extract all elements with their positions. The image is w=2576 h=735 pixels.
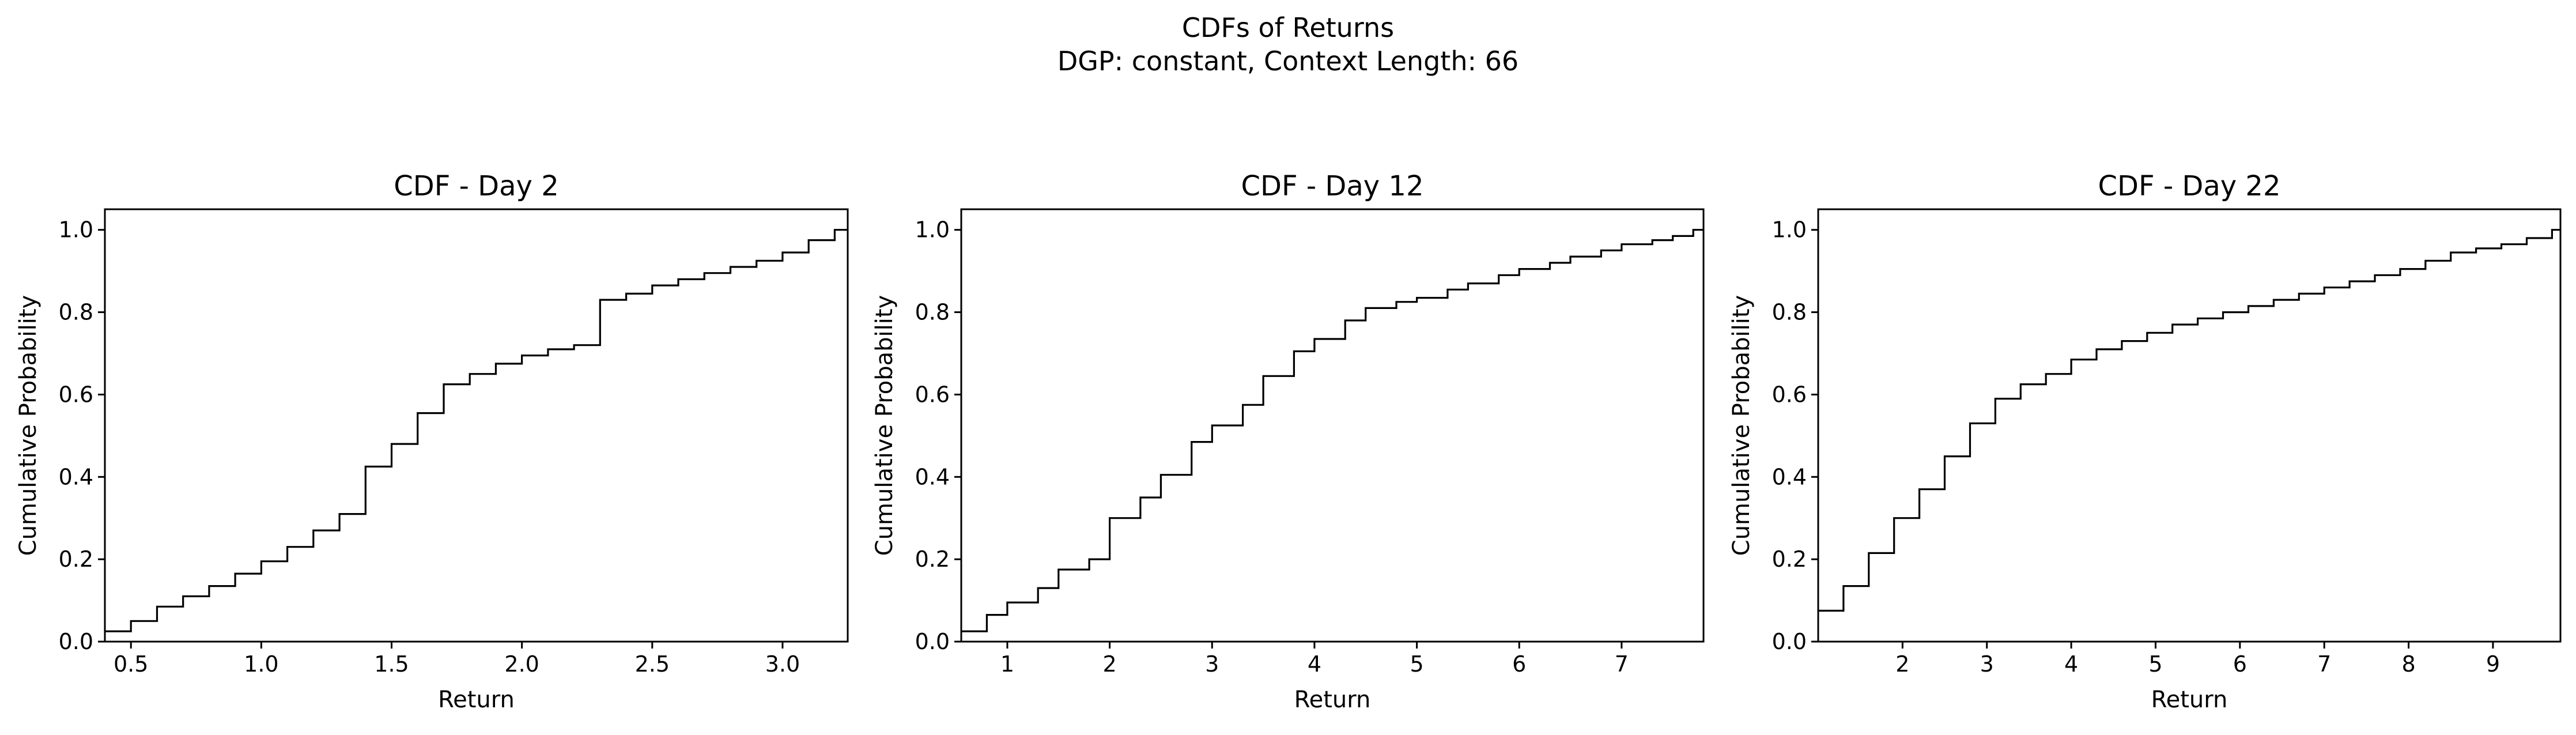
y-tick-label: 0.2 bbox=[1772, 546, 1807, 572]
y-tick-label: 0.2 bbox=[915, 546, 950, 572]
x-tick-label: 3 bbox=[1980, 651, 1994, 677]
y-tick-label: 0.0 bbox=[915, 629, 950, 654]
x-tick-label: 1.0 bbox=[244, 651, 278, 677]
y-axis-label: Cumulative Probability bbox=[871, 295, 898, 556]
x-tick-label: 4 bbox=[2064, 651, 2078, 677]
cdf-step-line bbox=[961, 229, 1704, 632]
subplot-1: 0.5 1.0 1.5 2.0 2.5 3.0 0.0 0.2 0.4 0.6 0.8 1.0 CDF … bbox=[15, 170, 849, 713]
x-tick-label: 2.0 bbox=[504, 651, 539, 677]
x-tick-label: 5 bbox=[2148, 651, 2162, 677]
y-tick-label: 0.8 bbox=[1772, 300, 1807, 325]
cdf-step-line bbox=[105, 229, 848, 632]
y-tick-label: 0.6 bbox=[59, 382, 93, 407]
subplot-2: 1 2 3 4 5 6 7 0.0 0.2 0.4 0.6 0.8 1.0 CDF - Day 12 Ret… bbox=[871, 170, 1705, 713]
y-tick-label: 0.8 bbox=[915, 300, 950, 325]
cdf-step-line bbox=[1818, 229, 2560, 612]
y-axis-label: Cumulative Probability bbox=[15, 295, 41, 556]
y-tick-label: 0.6 bbox=[1772, 382, 1807, 407]
y-tick-label: 0.8 bbox=[59, 300, 93, 325]
axes-frame bbox=[1817, 208, 2562, 643]
x-tick-label: 1.5 bbox=[374, 651, 409, 677]
y-tick-label: 1.0 bbox=[1772, 217, 1807, 243]
subplot-title: CDF - Day 2 bbox=[394, 170, 559, 202]
y-tick-label: 0.6 bbox=[915, 382, 950, 407]
y-tick-label: 0.2 bbox=[59, 546, 93, 572]
y-tick-label: 0.4 bbox=[915, 464, 950, 489]
x-tick-label: 3.0 bbox=[765, 651, 800, 677]
x-tick-label: 7 bbox=[2317, 651, 2331, 677]
x-tick-label: 8 bbox=[2401, 651, 2415, 677]
subplot-title: CDF - Day 22 bbox=[2098, 170, 2280, 202]
x-tick-label: 2 bbox=[1895, 651, 1909, 677]
axes-frame bbox=[960, 208, 1705, 643]
subplots: 0.5 1.0 1.5 2.0 2.5 3.0 0.0 0.2 0.4 0.6 0.8 1.0 CDF … bbox=[15, 170, 2562, 713]
y-tick-label: 0.0 bbox=[59, 629, 93, 654]
axes-frame bbox=[104, 208, 849, 643]
y-axis-label: Cumulative Probability bbox=[1728, 295, 1755, 556]
x-tick-label: 6 bbox=[1512, 651, 1526, 677]
x-tick-label: 3 bbox=[1205, 651, 1219, 677]
y-tick-label: 0.4 bbox=[1772, 464, 1807, 489]
x-axis-label: Return bbox=[1294, 687, 1371, 713]
figure-title-line2: DGP: constant, Context Length: 66 bbox=[1057, 46, 1519, 77]
y-tick-label: 1.0 bbox=[59, 217, 93, 243]
y-tick-label: 1.0 bbox=[915, 217, 950, 243]
x-tick-label: 6 bbox=[2233, 651, 2247, 677]
x-tick-label: 5 bbox=[1410, 651, 1423, 677]
y-tick-label: 0.0 bbox=[1772, 629, 1807, 654]
x-tick-label: 9 bbox=[2486, 651, 2500, 677]
x-tick-label: 0.5 bbox=[114, 651, 148, 677]
y-tick-label: 0.4 bbox=[59, 464, 93, 489]
x-tick-label: 4 bbox=[1308, 651, 1321, 677]
x-axis-label: Return bbox=[438, 687, 515, 713]
subplot-title: CDF - Day 12 bbox=[1241, 170, 1423, 202]
x-tick-label: 1 bbox=[1000, 651, 1014, 677]
x-tick-label: 2.5 bbox=[635, 651, 670, 677]
figure-title-line1: CDFs of Returns bbox=[1182, 12, 1394, 43]
subplot-3: 2 3 4 5 6 7 8 9 0.0 0.2 0.4 0.6 0.8 1.0 CDF - Day 22 Re… bbox=[1728, 170, 2562, 713]
x-tick-label: 2 bbox=[1103, 651, 1117, 677]
x-tick-label: 7 bbox=[1615, 651, 1629, 677]
x-axis-label: Return bbox=[2151, 687, 2228, 713]
